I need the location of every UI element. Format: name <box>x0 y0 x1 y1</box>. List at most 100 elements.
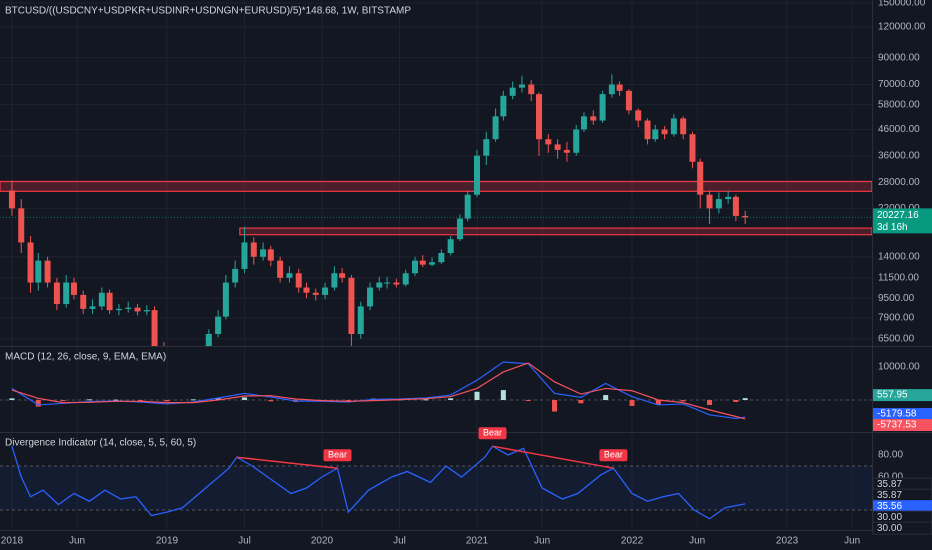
histogram-bar <box>680 399 686 402</box>
candle-body <box>438 252 445 263</box>
histogram-bar <box>190 399 196 401</box>
candle-body <box>715 199 722 209</box>
x-tick-label: Jun <box>844 536 860 547</box>
candle-body <box>411 260 418 274</box>
candle-body <box>277 260 284 278</box>
candle-body <box>295 273 302 288</box>
price-pane <box>0 74 872 346</box>
level-label: 35.56 <box>877 501 902 512</box>
candle-body <box>367 287 374 307</box>
candle-body <box>286 273 293 278</box>
divergence-title: Divergence Indicator (14, close, 5, 5, 6… <box>5 438 196 449</box>
candle-body <box>303 287 310 293</box>
level-label: 30.00 <box>877 512 902 523</box>
histogram-bar <box>138 399 144 401</box>
candle-body <box>312 292 319 295</box>
candle-body <box>447 239 454 253</box>
y-tick-label: 9500.00 <box>878 293 915 304</box>
x-tick-label: Jun <box>689 536 705 547</box>
histogram-bar <box>113 399 119 401</box>
candle-body <box>644 120 651 140</box>
candle-body <box>134 307 141 312</box>
candle-body <box>590 116 597 121</box>
candle-body <box>222 282 229 317</box>
candle-body <box>339 273 346 278</box>
candle-body <box>260 249 267 257</box>
candle-body <box>419 260 426 265</box>
divergence-label-box <box>478 427 507 440</box>
x-tick-label: 2020 <box>311 536 334 547</box>
candle-body <box>518 84 525 88</box>
histogram-bar <box>35 399 41 407</box>
candle-body <box>115 308 122 311</box>
candle-body <box>580 116 587 130</box>
candle-body <box>250 242 257 257</box>
candle-body <box>554 144 561 150</box>
candle-body <box>563 149 570 153</box>
candle-body <box>732 196 739 216</box>
macd-value-label-box <box>873 408 932 421</box>
candle-body <box>376 282 383 288</box>
candle-body <box>616 84 623 91</box>
countdown-label: 3d 16h <box>877 222 908 233</box>
divergence-label-box <box>323 449 352 462</box>
candle-body <box>573 129 580 153</box>
candle-body <box>509 87 516 96</box>
x-tick-label: Jun <box>69 536 85 547</box>
divergence-line <box>492 445 614 469</box>
histogram-bar <box>60 399 66 401</box>
candle-body <box>625 90 632 111</box>
histogram-bar <box>241 397 247 400</box>
candle-body <box>635 110 642 121</box>
candle-body <box>652 129 659 140</box>
level-label: 35.87 <box>877 490 902 501</box>
candle-body <box>680 118 687 135</box>
y-tick-label: 70000.00 <box>878 79 920 90</box>
candle-body <box>528 84 535 95</box>
candle-body <box>725 196 732 200</box>
x-tick-label: Jun <box>534 536 550 547</box>
x-tick-label: 2018 <box>1 536 24 547</box>
divergence-label-box <box>599 449 628 462</box>
histogram-bar <box>423 399 429 401</box>
histogram-bar <box>86 399 92 401</box>
candle-body <box>53 282 60 305</box>
candle-body <box>205 334 212 346</box>
zone <box>0 180 872 192</box>
histogram-bar <box>578 399 584 404</box>
candle-body <box>70 282 77 295</box>
histogram-bar <box>215 398 221 400</box>
histogram-bar <box>474 391 480 400</box>
x-tick-label: 2023 <box>776 536 799 547</box>
histogram-bar <box>707 399 713 405</box>
y-tick-label: 120000.00 <box>878 22 926 33</box>
candle-body <box>80 294 87 309</box>
last-price-label: 20227.16 <box>877 210 919 221</box>
x-tick-label: 2021 <box>466 536 489 547</box>
candle-body <box>500 95 507 117</box>
macd-pane <box>0 361 872 420</box>
candle-body <box>429 262 436 265</box>
last-price-box <box>873 208 932 234</box>
candle-body <box>456 218 463 240</box>
histogram-bar <box>500 390 506 400</box>
candle-body <box>63 282 70 305</box>
histogram-bar <box>655 399 661 405</box>
candle-body <box>661 129 668 135</box>
candle-body <box>27 242 34 283</box>
candle-body <box>464 194 471 219</box>
y-tick-label: 80.00 <box>878 450 903 461</box>
candle-body <box>322 287 329 295</box>
candle-body <box>35 260 42 283</box>
y-tick-label: 36000.00 <box>878 150 920 161</box>
histogram-bar <box>345 399 351 401</box>
y-tick-label: 10000.00 <box>878 362 920 373</box>
y-tick-label: 14000.00 <box>878 251 920 262</box>
candle-body <box>402 273 409 285</box>
indicator-line <box>11 445 746 520</box>
histogram-bar <box>268 399 274 402</box>
candle-body <box>348 277 355 335</box>
divergence-label: Bear <box>328 450 347 460</box>
candle-body <box>545 139 552 145</box>
